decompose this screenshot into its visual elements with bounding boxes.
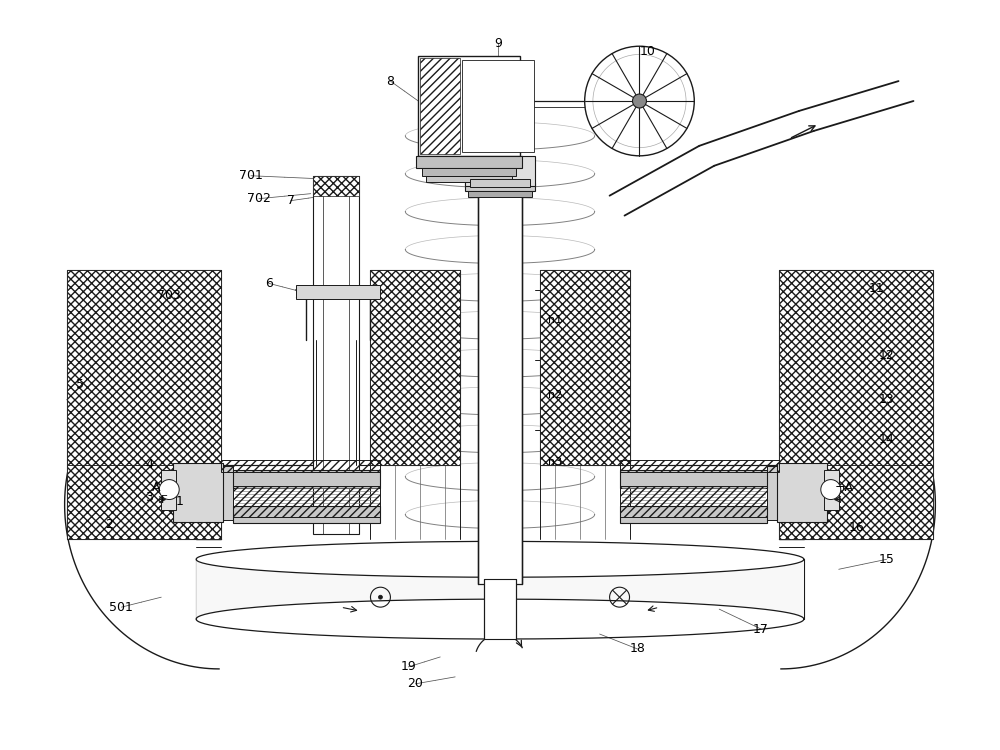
- Bar: [313, 176, 359, 535]
- Bar: [418, 56, 520, 156]
- Polygon shape: [196, 560, 804, 619]
- Bar: [470, 178, 530, 187]
- Text: 6: 6: [265, 277, 273, 290]
- Text: 9: 9: [494, 37, 502, 50]
- Text: h3: h3: [548, 457, 562, 466]
- Bar: [420, 58, 460, 154]
- Text: 2: 2: [106, 518, 113, 531]
- Bar: [620, 470, 767, 488]
- Bar: [296, 285, 380, 299]
- Bar: [465, 156, 535, 186]
- Bar: [484, 579, 516, 639]
- Bar: [824, 470, 839, 509]
- Text: h2: h2: [548, 390, 562, 400]
- Bar: [161, 470, 176, 509]
- Bar: [478, 186, 522, 584]
- Text: 16: 16: [849, 521, 865, 534]
- Bar: [221, 460, 380, 472]
- Bar: [462, 60, 534, 152]
- Text: 701: 701: [239, 170, 263, 182]
- Bar: [620, 485, 767, 518]
- Bar: [465, 183, 535, 190]
- Circle shape: [821, 479, 841, 500]
- Text: 10: 10: [640, 45, 655, 58]
- Circle shape: [585, 46, 694, 156]
- Bar: [370, 271, 460, 465]
- Text: h1: h1: [548, 315, 562, 326]
- Text: 13: 13: [879, 394, 894, 406]
- Text: 15: 15: [879, 553, 895, 566]
- Bar: [67, 271, 221, 465]
- Text: 8: 8: [386, 74, 394, 88]
- Text: ¬A: ¬A: [834, 481, 853, 494]
- Text: 20: 20: [407, 677, 423, 690]
- Text: 3: 3: [145, 491, 153, 504]
- Circle shape: [593, 55, 686, 148]
- Bar: [620, 460, 779, 472]
- Bar: [468, 190, 532, 196]
- Text: 7: 7: [287, 194, 295, 207]
- Bar: [173, 463, 223, 523]
- Text: 11: 11: [869, 282, 884, 295]
- Bar: [67, 465, 221, 539]
- Bar: [777, 463, 827, 523]
- Circle shape: [378, 596, 382, 599]
- Bar: [540, 271, 630, 465]
- Bar: [779, 271, 933, 465]
- Text: A: A: [152, 481, 161, 494]
- Bar: [233, 485, 380, 518]
- Text: 703: 703: [157, 289, 181, 302]
- Text: 702: 702: [247, 192, 271, 206]
- Circle shape: [159, 479, 179, 500]
- Text: 18: 18: [630, 643, 645, 656]
- Text: 1: 1: [175, 495, 183, 508]
- Circle shape: [633, 94, 646, 108]
- Bar: [767, 466, 779, 520]
- Bar: [779, 465, 933, 539]
- Bar: [416, 156, 522, 168]
- Bar: [313, 176, 359, 196]
- Text: 19: 19: [400, 661, 416, 674]
- Text: 501: 501: [109, 601, 133, 613]
- Bar: [233, 470, 380, 488]
- Bar: [426, 176, 512, 181]
- Text: 12: 12: [879, 349, 894, 361]
- Bar: [620, 506, 767, 524]
- Bar: [422, 168, 516, 176]
- Bar: [233, 506, 380, 524]
- Text: Γ: Γ: [161, 494, 167, 505]
- Text: 5: 5: [76, 379, 84, 392]
- Bar: [221, 466, 233, 520]
- Text: 14: 14: [879, 433, 894, 446]
- Text: 4: 4: [145, 458, 153, 471]
- Text: 17: 17: [753, 622, 769, 635]
